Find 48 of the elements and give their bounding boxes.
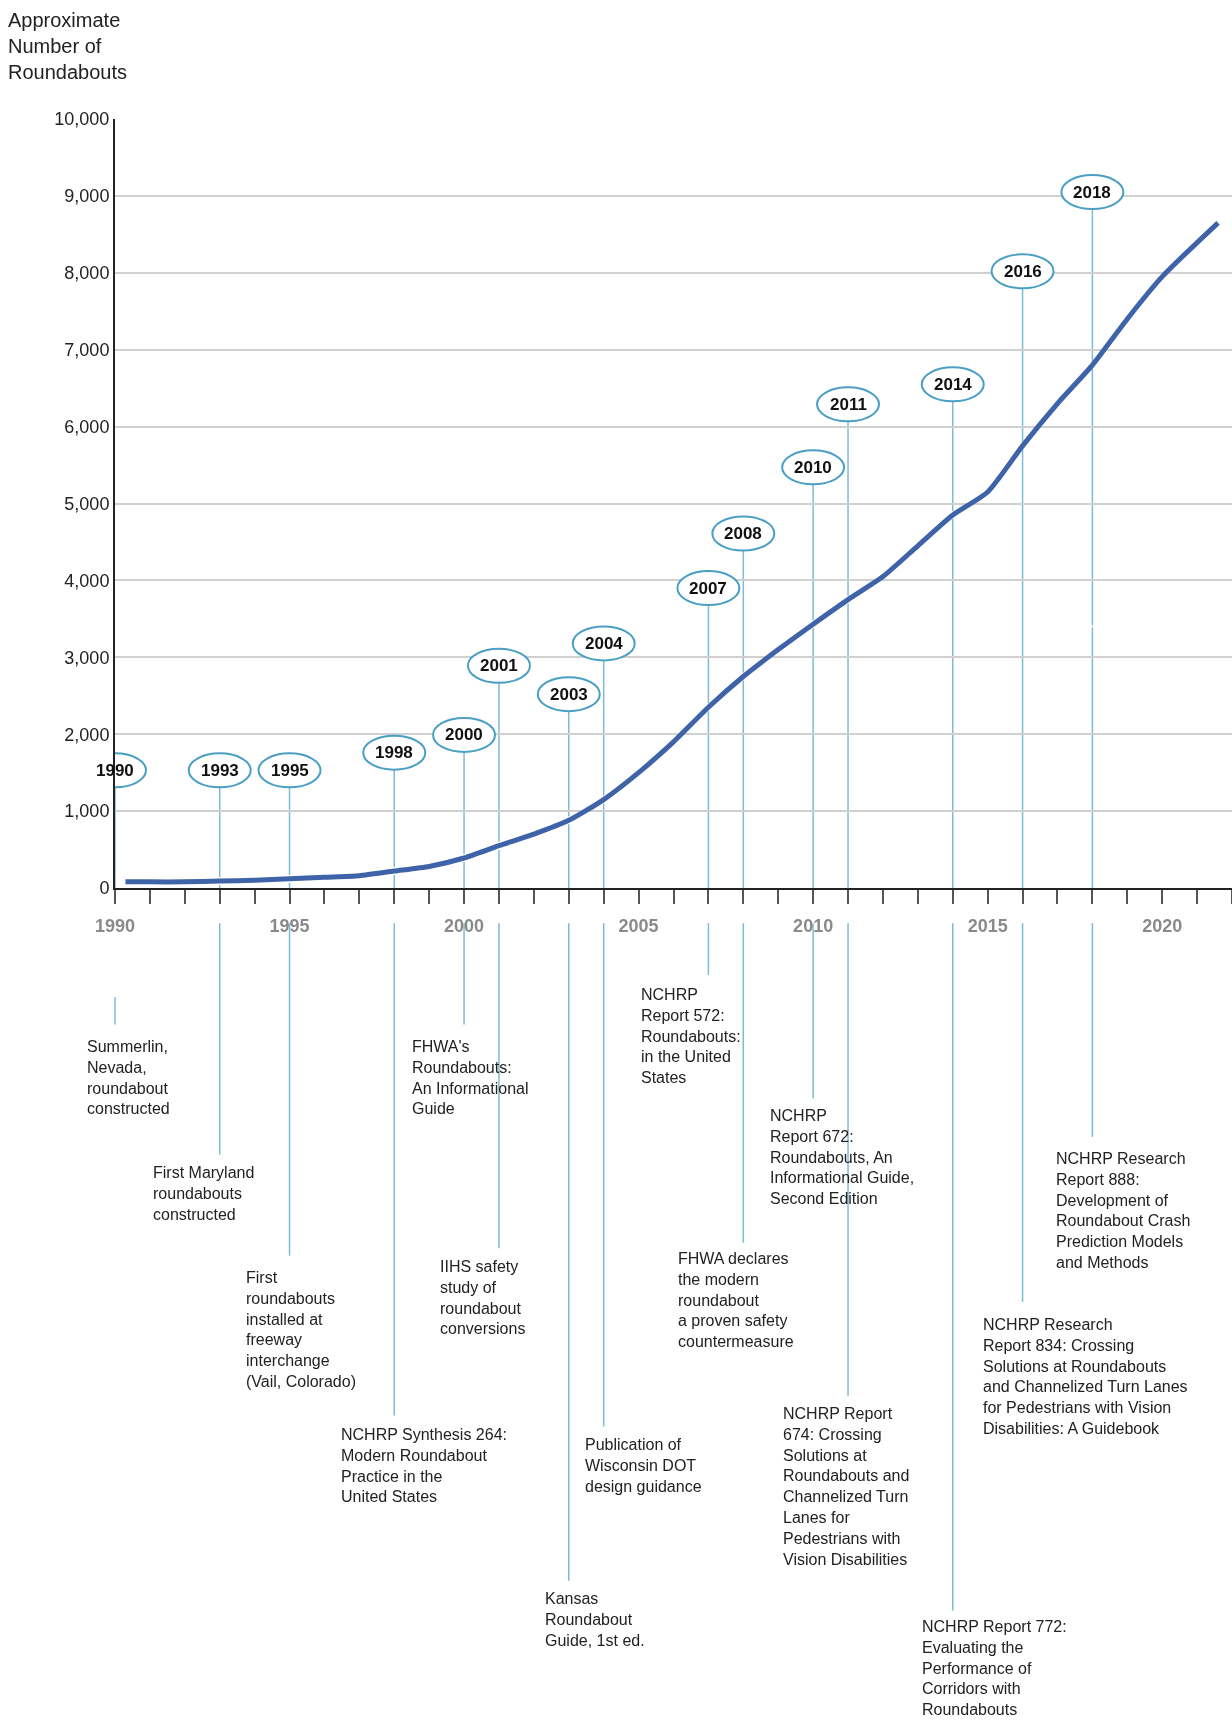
y-tick-label: 1,000 <box>64 801 110 822</box>
text: IIHS safety study of roundabout conversions <box>440 1258 526 1338</box>
text: FHWA declares the modern roundabout a proven safety countermeasure <box>678 1250 794 1351</box>
text: Publication of Wisconsin DOT design guidance <box>585 1436 702 1495</box>
annotation: 2016 <box>1004 262 1042 281</box>
x-tick-label: 1990 <box>94 915 136 936</box>
text: NCHRP Report 672: Roundabouts, An Informational Guide, Second Edition <box>770 1107 915 1208</box>
annotation: 1995 <box>271 761 309 780</box>
x-tick-label: 2015 <box>967 915 1008 936</box>
text: NCHRP Report 674: Crossing Solutions at Roundabouts and Channelized Turn Lanes for Pedestrians with Vision Disabilities <box>783 1405 910 1568</box>
text: NCHRP Report 572: Roundabouts: in the United States <box>641 986 741 1087</box>
y-tick-label: 6,000 <box>64 416 110 437</box>
text: First roundabouts installed at freeway interchange (Vail, Colorado) <box>246 1269 356 1390</box>
annotation: 1998 <box>375 743 413 762</box>
x-tick-label: 1995 <box>269 915 310 936</box>
y-tick-label: 5,000 <box>64 493 110 514</box>
annotation: 2003 <box>550 685 588 704</box>
y-tick-label: 4,000 <box>64 570 110 591</box>
annotation: 2007 <box>689 579 727 598</box>
text: NCHRP Synthesis 264: Modern Roundabout Practice in the United States <box>341 1426 507 1506</box>
text: NCHRP Research Report 834: Crossing Solutions at Roundabouts and Channelized Turn Lanes for Pedestrians with Vision Disabilities: A Guidebook <box>983 1316 1188 1437</box>
text: NCHRP Research Report 888: Development of Roundabout Crash Prediction Models and Methods <box>1056 1150 1191 1271</box>
x-tick-label: 2000 <box>444 915 485 936</box>
x-tick-label: 2005 <box>618 915 659 936</box>
text: FHWA's Roundabouts: An Informational Guide <box>412 1038 529 1118</box>
y-axis-title: Approximate Number of Roundabouts <box>8 9 127 83</box>
y-tick-label: 2,000 <box>64 724 110 745</box>
x-tick-label: 2020 <box>1142 915 1183 936</box>
annotation: 2008 <box>724 524 762 543</box>
text: First Maryland roundabouts constructed <box>153 1164 255 1223</box>
text: Summerlin, Nevada, roundabout constructed <box>87 1038 170 1118</box>
y-tick-label: 0 <box>99 878 110 899</box>
annotation: 2000 <box>445 725 483 744</box>
annotation: 2014 <box>934 375 973 394</box>
annotation: 2004 <box>585 634 624 653</box>
y-tick-label: 10,000 <box>54 109 110 130</box>
annotation: 2011 <box>830 395 867 414</box>
y-tick-label: 3,000 <box>64 647 110 668</box>
annotation: 2001 <box>480 656 518 675</box>
y-tick-label: 8,000 <box>64 263 110 284</box>
annotation: 2018 <box>1073 183 1111 202</box>
annotation: 2010 <box>794 458 832 477</box>
y-tick-label: 7,000 <box>64 340 110 360</box>
x-tick-label: 2010 <box>793 915 834 936</box>
text: NCHRP Report 772: Evaluating the Performance of Corridors with Roundabouts <box>922 1618 1067 1719</box>
text: Kansas Roundabout Guide, 1st ed. <box>545 1590 645 1649</box>
annotation: 1993 <box>201 761 239 780</box>
y-tick-label: 9,000 <box>64 186 110 207</box>
